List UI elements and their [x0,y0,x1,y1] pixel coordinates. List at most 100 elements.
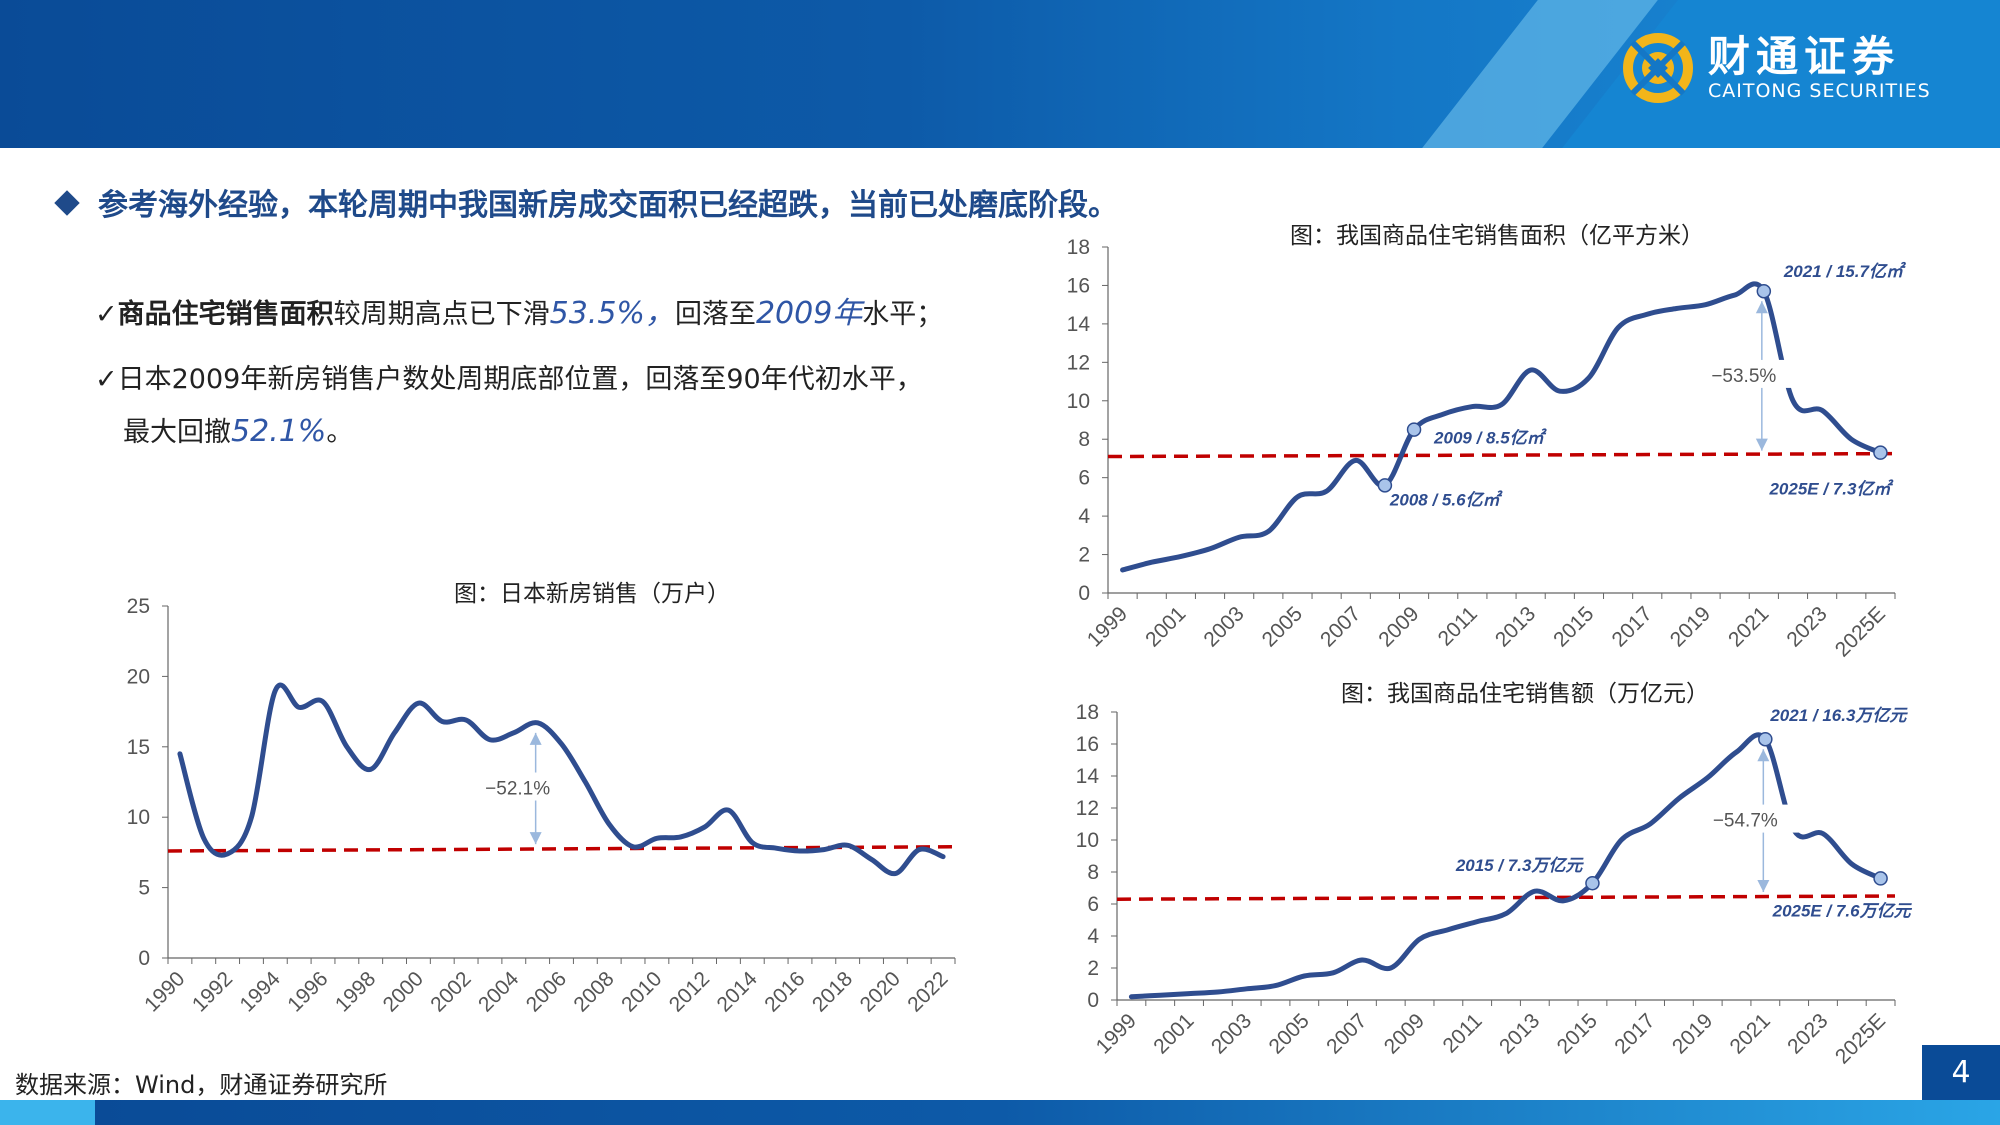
bullet-text: 日本2009年新房销售户数处周期底部位置，回落至90年代初水平， [117,364,923,395]
y-tick-label: 4 [1078,505,1090,528]
data-point-label: 2021 / 16.3万亿元 [1769,706,1908,725]
x-tick-label: 2007 [1316,602,1365,651]
x-tick-label: 2014 [713,967,763,1017]
arrow-head-up [529,732,542,745]
bullet-text: 。 [326,417,354,448]
y-tick-label: 15 [127,736,150,759]
data-point-marker [1873,445,1888,460]
check-icon: ✓ [95,299,118,330]
headline: 参考海外经验，本轮周期中我国新房成交面积已经超跌，当前已处磨底阶段。 [54,180,1118,224]
x-tick-label: 2020 [856,967,905,1016]
x-tick-label: 1998 [331,967,380,1016]
bullet-text: 最大回撤 [123,417,231,448]
y-tick-label: 6 [1087,893,1099,916]
y-tick-label: 2 [1078,544,1090,567]
bullet-text: 较周期高点已下滑 [333,299,550,330]
x-tick-label: 2022 [903,967,952,1016]
arrow-head-up [1755,301,1768,314]
x-tick-label: 2007 [1322,1009,1371,1058]
bullet-1: ✓商品住宅销售面积较周期高点已下滑53.5%，回落至2009年水平； [95,288,943,332]
x-tick-label: 2023 [1782,602,1831,651]
x-tick-label: 2010 [617,967,666,1016]
page-number: 4 [1922,1045,2000,1100]
drawdown-label-bg [1723,804,1804,833]
y-tick-label: 25 [127,595,150,618]
x-tick-label: 2005 [1258,602,1307,651]
x-tick-label: 2011 [1434,602,1482,650]
bullet-2: ✓日本2009年新房销售户数处周期底部位置，回落至90年代初水平， 最大回撤52.… [95,354,1015,459]
chart-title-amount: 图：我国商品住宅销售额（万亿元） [1341,681,1709,707]
arrow-head-down [529,832,542,845]
check-icon: ✓ [95,364,118,395]
arrow-head-down [1757,880,1770,892]
company-logo: 财通证券 CAITONG SECURITIES [1620,30,1931,106]
arrow-head-up [1757,749,1770,762]
arrow-head-down [1755,438,1768,451]
x-tick-label: 2003 [1207,1009,1256,1058]
x-tick-label: 1996 [283,967,332,1016]
y-tick-label: 12 [1076,797,1099,820]
drawdown-label-bg [1721,359,1802,388]
chart-title-japan: 图：日本新房销售（万户） [454,581,730,607]
chart-2: 0510152025199019921994199619982000200220… [127,595,956,1017]
data-point-marker [1377,478,1393,493]
x-tick-label: 2021 [1726,1009,1775,1058]
x-tick-label: 2025E [1831,1009,1890,1068]
x-tick-label: 2001 [1149,1009,1198,1058]
y-tick-label: 10 [1076,829,1099,852]
bullet-bold: 商品住宅销售面积 [117,299,334,330]
x-tick-label: 2021 [1724,602,1773,651]
x-tick-label: 1999 [1092,1009,1141,1058]
x-tick-label: 1992 [188,967,237,1016]
data-line [1120,281,1883,573]
y-tick-label: 16 [1076,733,1099,756]
y-tick-label: 20 [127,665,150,688]
x-tick-label: 2025E [1831,602,1890,661]
bullet-text: 水平； [862,299,944,330]
y-tick-label: 0 [1078,582,1090,605]
drawdown-label: −53.5% [1711,366,1776,387]
data-point-marker [1758,731,1773,747]
y-tick-label: 8 [1078,428,1090,451]
y-tick-label: 8 [1087,861,1099,884]
x-tick-label: 2017 [1607,602,1656,651]
header-banner: 财通证券 CAITONG SECURITIES [0,0,2000,148]
x-tick-label: 1994 [236,967,286,1017]
x-tick-label: 1990 [140,967,189,1016]
data-line [177,682,946,877]
x-tick-label: 2013 [1491,602,1540,651]
drawdown-label: −54.7% [1713,811,1778,832]
y-tick-label: 18 [1067,236,1090,259]
data-point-marker [1873,871,1888,886]
x-tick-label: 2003 [1199,602,1248,651]
x-tick-label: 2013 [1495,1009,1544,1058]
data-point-marker [1756,283,1772,299]
logo-english-name: CAITONG SECURITIES [1708,80,1931,102]
y-tick-label: 14 [1076,765,1100,788]
data-point-label: 2025E / 7.6万亿元 [1772,901,1913,920]
x-tick-label: 2009 [1380,1009,1429,1058]
y-tick-label: 6 [1078,467,1090,490]
x-tick-label: 2012 [665,967,714,1016]
headline-text: 参考海外经验，本轮周期中我国新房成交面积已经超跌，当前已处磨底阶段。 [98,188,1118,223]
x-tick-label: 2002 [426,967,475,1016]
data-point-label: 2025E / 7.3亿㎡ [1768,479,1894,499]
x-tick-label: 2023 [1783,1009,1832,1058]
data-point-label: 2009 / 8.5亿㎡ [1433,428,1548,448]
x-tick-label: 2001 [1141,602,1190,651]
logo-chinese-name: 财通证券 [1708,32,1901,81]
x-tick-label: 2005 [1265,1009,1314,1058]
x-tick-label: 2019 [1666,602,1715,651]
y-tick-label: 12 [1067,351,1090,374]
y-tick-label: 2 [1087,957,1099,980]
x-tick-label: 2015 [1549,602,1598,651]
bullet-text: 回落至 [674,299,756,330]
x-tick-label: 2017 [1610,1009,1659,1058]
x-tick-label: 1999 [1083,602,1132,651]
x-tick-label: 2006 [522,967,571,1016]
reference-line [1116,894,1896,901]
y-tick-label: 4 [1087,925,1099,948]
